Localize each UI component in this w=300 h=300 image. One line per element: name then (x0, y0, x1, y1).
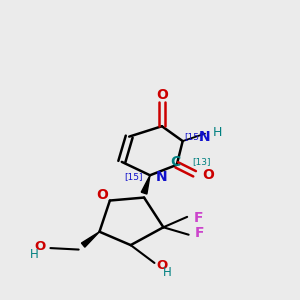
Polygon shape (81, 232, 100, 247)
Text: O: O (156, 88, 168, 102)
Text: [13]: [13] (192, 158, 211, 166)
Text: N: N (155, 170, 167, 184)
Text: [15]: [15] (184, 132, 203, 141)
Text: O: O (97, 188, 108, 202)
Text: N: N (199, 130, 211, 144)
Text: F: F (194, 212, 203, 225)
Text: F: F (195, 226, 204, 240)
Text: H: H (164, 266, 172, 279)
Text: C: C (170, 155, 180, 169)
Text: O: O (35, 240, 46, 253)
Text: H: H (30, 248, 38, 260)
Text: H: H (212, 126, 222, 139)
Polygon shape (141, 175, 150, 194)
Text: O: O (202, 168, 214, 182)
Text: [15]: [15] (124, 172, 142, 181)
Text: O: O (156, 260, 167, 272)
